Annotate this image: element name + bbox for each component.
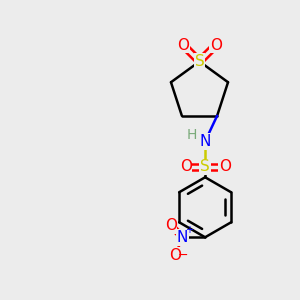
Text: N: N xyxy=(177,230,188,245)
Text: S: S xyxy=(200,159,210,174)
Text: S: S xyxy=(195,54,204,69)
Text: O: O xyxy=(177,38,189,52)
Text: +: + xyxy=(185,225,193,235)
Text: O: O xyxy=(169,248,181,263)
Text: O: O xyxy=(219,159,231,174)
Text: N: N xyxy=(200,134,211,149)
Text: H: H xyxy=(186,128,197,142)
Text: O: O xyxy=(180,159,192,174)
Text: O: O xyxy=(210,38,222,52)
Text: −: − xyxy=(177,249,188,262)
Text: O: O xyxy=(165,218,177,233)
